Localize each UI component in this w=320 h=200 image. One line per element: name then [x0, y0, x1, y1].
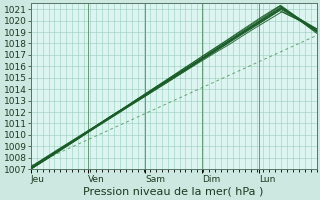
X-axis label: Pression niveau de la mer( hPa ): Pression niveau de la mer( hPa )	[84, 187, 264, 197]
